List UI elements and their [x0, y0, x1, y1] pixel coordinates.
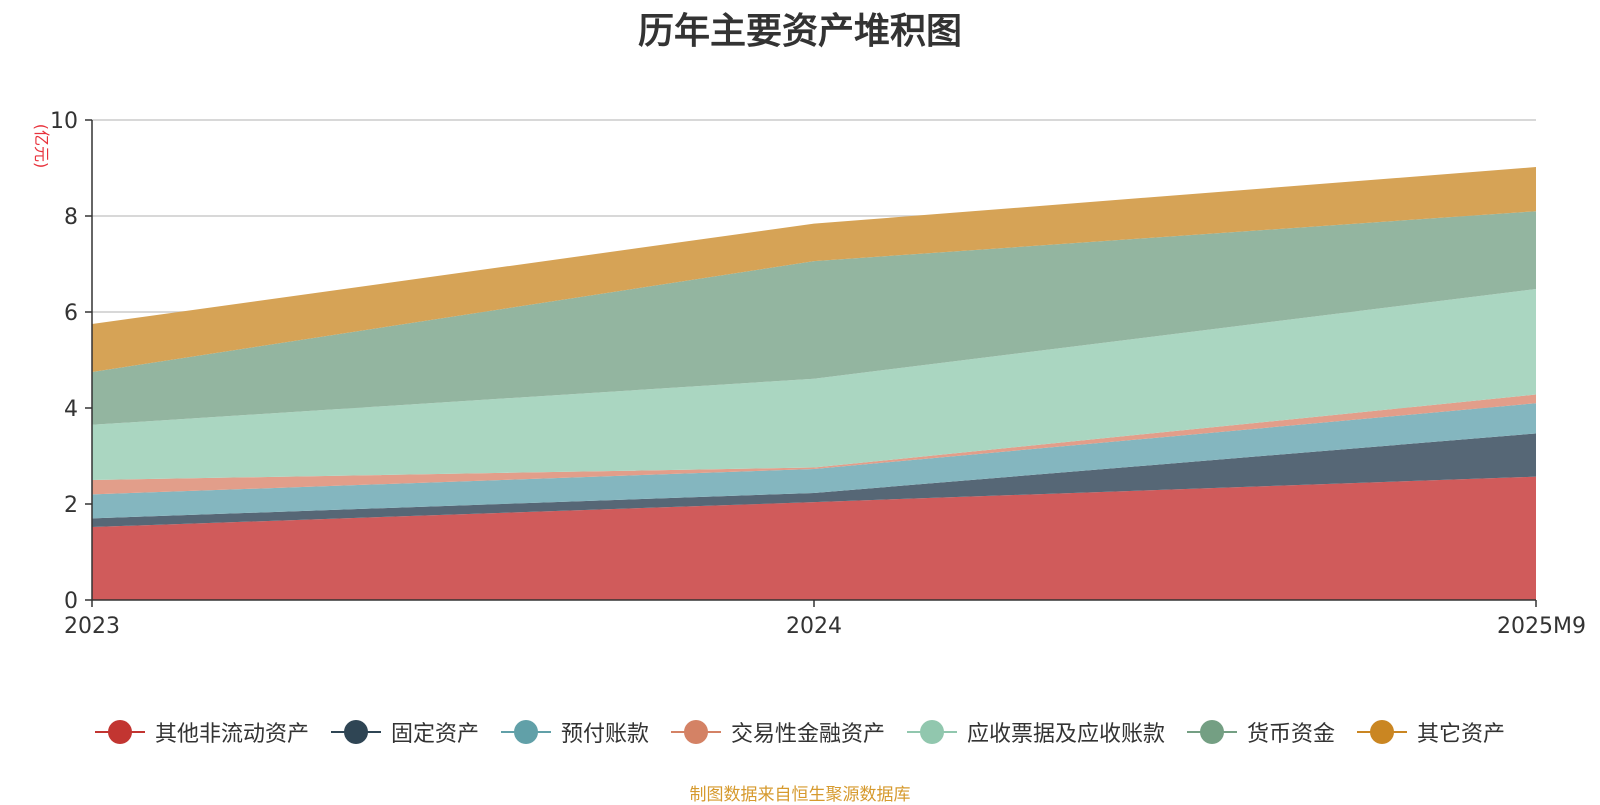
legend-item-3[interactable]: 交易性金融资产 — [670, 716, 885, 748]
area-series-group — [92, 167, 1536, 600]
area-series-5 — [92, 211, 1536, 425]
source-note: 制图数据来自恒生聚源数据库 — [689, 785, 911, 805]
area-series-4 — [92, 288, 1536, 480]
legend-marker-icon — [1357, 720, 1408, 744]
y-tick-label: 0 — [64, 589, 78, 614]
legend-item-2[interactable]: 预付账款 — [500, 716, 649, 748]
legend-item-0[interactable]: 其他非流动资产 — [94, 716, 309, 748]
legend-marker-icon — [330, 720, 381, 744]
legend-label: 预付账款 — [560, 722, 649, 747]
y-tick-label: 8 — [64, 205, 78, 230]
x-tick-label: 2025M9 — [1497, 614, 1586, 639]
legend-label: 交易性金融资产 — [730, 722, 885, 747]
legend-marker-icon — [1187, 720, 1238, 744]
legend-label: 其他非流动资产 — [154, 722, 309, 747]
legend-label: 应收票据及应收账款 — [967, 722, 1166, 747]
legend-marker-icon — [670, 720, 721, 744]
y-tick-label: 4 — [64, 397, 78, 422]
axes: 0 2 4 6 8 10 2023 2024 2025M9 — [50, 109, 1586, 639]
x-tick-label: 2024 — [786, 614, 842, 639]
area-series-6 — [92, 167, 1536, 372]
legend-item-4[interactable]: 应收票据及应收账款 — [907, 716, 1165, 748]
legend-marker-icon — [94, 720, 145, 744]
chart-title: 历年主要资产堆积图 — [637, 11, 962, 52]
legend-marker-icon — [500, 720, 551, 744]
legend-marker-icon — [907, 720, 957, 744]
legend-item-6[interactable]: 其它资产 — [1357, 716, 1505, 748]
x-tick-label: 2023 — [64, 614, 120, 639]
legend: 其他非流动资产 固定资产 预付账款 交易性金融资产 应收票据及应收账款 货币资金 其它资产 — [0, 716, 1600, 748]
legend-label: 固定资产 — [390, 722, 479, 747]
area-series-0 — [92, 476, 1536, 600]
y-tick-label: 10 — [50, 109, 78, 134]
legend-label: 货币资金 — [1247, 722, 1336, 747]
area-series-1 — [92, 433, 1536, 528]
legend-item-1[interactable]: 固定资产 — [330, 716, 479, 748]
legend-item-5[interactable]: 货币资金 — [1187, 716, 1335, 748]
y-axis-unit-label: (亿元) — [32, 124, 51, 169]
y-tick-label: 2 — [64, 493, 78, 518]
area-series-3 — [92, 394, 1536, 495]
area-series-2 — [92, 403, 1536, 519]
y-tick-label: 6 — [64, 301, 78, 326]
legend-label: 其它资产 — [1417, 722, 1506, 747]
